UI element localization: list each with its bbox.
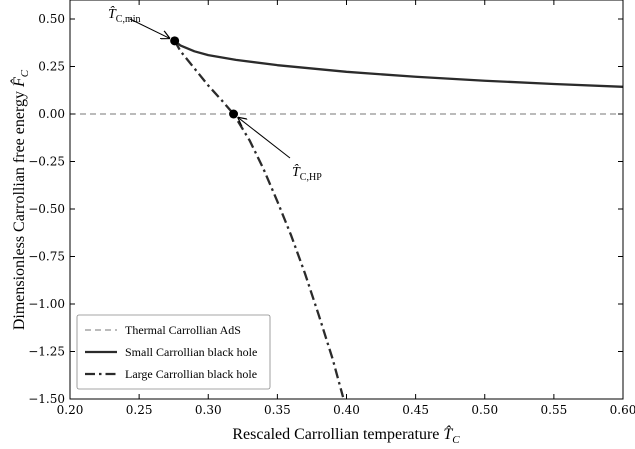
y-tick-label: −1.00 <box>28 297 65 311</box>
x-axis-symbol: T̂ <box>443 424 453 443</box>
x-axis-symbol-sub: C <box>452 434 460 446</box>
x-tick-label: 0.25 <box>126 403 153 417</box>
point-t-c-hp <box>229 109 239 119</box>
x-axis-label-text: Rescaled Carrollian temperature <box>232 426 439 443</box>
series-layer <box>70 39 623 398</box>
annotation-arrow <box>129 18 169 38</box>
legend-label: Small Carrollian black hole <box>125 345 257 359</box>
annotation-symbol: T̂ <box>292 164 301 180</box>
legend-box <box>76 314 271 390</box>
legend-label: Thermal Carrollian AdS <box>125 323 241 337</box>
y-tick-label: −0.50 <box>28 202 65 216</box>
x-tick-label: 0.40 <box>333 403 360 417</box>
legend: Thermal Carrollian AdS Small Carrollian b… <box>76 314 271 390</box>
y-axis-label: Dimensionless Carrollian free energy F̂C <box>9 69 31 330</box>
y-tick-label: −1.25 <box>28 345 65 359</box>
legend-label: Large Carrollian black hole <box>125 367 257 381</box>
y-axis-label-text: Dimensionless Carrollian free energy <box>11 91 28 330</box>
x-tick-label: 0.35 <box>264 403 291 417</box>
x-tick-label: 0.20 <box>57 403 84 417</box>
annotation-subscript: C,min <box>116 14 141 25</box>
annotation-symbol: T̂ <box>108 6 117 22</box>
annotation-arrow <box>238 118 291 159</box>
annotation-label: T̂C,HP <box>292 164 322 183</box>
annotation-subscript: C,HP <box>300 172 322 183</box>
ticks-layer: 0.20 0.25 0.30 0.35 0.40 0.45 0.50 0.55 0.60 −1.5… <box>28 0 635 417</box>
y-tick-label: 0.25 <box>38 60 65 74</box>
y-tick-label: −0.25 <box>28 155 65 169</box>
y-axis-symbol-sub: C <box>19 69 31 77</box>
y-axis-symbol: F̂ <box>9 77 28 88</box>
series-small-carrollian-black-hole <box>173 39 623 88</box>
y-tick-label: −0.75 <box>28 250 65 264</box>
points-layer <box>170 36 239 119</box>
x-tick-label: 0.60 <box>610 403 635 417</box>
y-tick-label: −1.50 <box>28 392 65 406</box>
y-tick-label: 0.50 <box>38 12 65 26</box>
x-axis-label: Rescaled Carrollian temperature T̂C <box>232 424 460 446</box>
x-tick-label: 0.45 <box>402 403 429 417</box>
x-tick-label: 0.30 <box>195 403 222 417</box>
point-t-c-min <box>170 36 180 46</box>
x-tick-label: 0.55 <box>541 403 568 417</box>
x-tick-label: 0.50 <box>471 403 498 417</box>
y-tick-label: 0.00 <box>38 107 65 121</box>
annotation-label: T̂C,min <box>108 6 141 25</box>
